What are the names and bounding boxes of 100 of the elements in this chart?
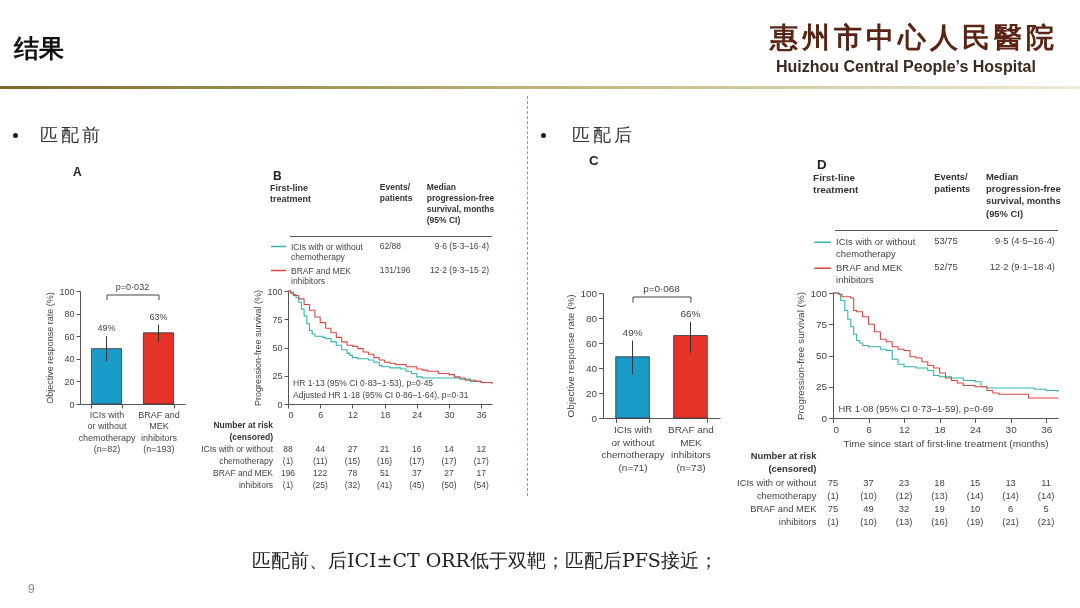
text: inhibitors: [237, 479, 273, 491]
x-tick-label: 0: [288, 409, 294, 420]
x-tick-label: 0: [833, 423, 840, 435]
text: (45): [408, 479, 426, 491]
text: inhibitors: [777, 515, 817, 529]
text: (17): [408, 455, 426, 467]
chart-title: D: [817, 156, 827, 172]
text: 62/88: [379, 240, 402, 252]
y-tick-label: 60: [64, 331, 75, 342]
text: 12·2 (9·3–15·2): [429, 264, 489, 275]
text: (14): [1001, 488, 1020, 503]
text: (16): [376, 455, 394, 467]
text: 19: [933, 502, 946, 516]
text: Median progression-free survival, months (95% CI): [426, 182, 495, 226]
annotation: HR 1·13 (95% CI 0·83–1·53), p=0·45: [293, 377, 434, 389]
text: (17): [472, 455, 490, 467]
annotation: p=0·068: [642, 283, 681, 296]
y-tick-label: 100: [59, 286, 75, 297]
x-tick-label: ICIs with or without chemotherapy (n=82): [78, 409, 137, 454]
data-label: 66%: [680, 307, 701, 319]
text: (21): [1036, 515, 1056, 529]
text: (15): [343, 455, 361, 467]
text: (50): [440, 479, 458, 491]
text: 75: [827, 476, 839, 488]
text: 37: [411, 467, 423, 479]
x-tick-label: ICIs with or without chemotherapy (n=71): [601, 423, 665, 474]
legend-title: First-line treatment: [270, 183, 312, 204]
legend-label: BRAF and MEK inhibitors: [291, 265, 352, 286]
y-tick-label: 20: [586, 387, 598, 399]
text: (25): [311, 479, 329, 491]
x-tick-label: 18: [934, 423, 947, 435]
text: (1): [282, 480, 294, 490]
text: BRAF and MEK: [749, 502, 817, 516]
y-tick-label: 40: [586, 362, 598, 374]
text: (11): [311, 455, 329, 467]
text: 53/75: [934, 235, 958, 248]
text: Median progression-free survival, months (95% CI): [986, 171, 1061, 220]
annotation: Adjusted HR 1·18 (95% CI 0·86–1·64), p=0·31: [293, 389, 469, 401]
text: 14: [443, 443, 455, 455]
x-tick-label: 18: [380, 409, 391, 420]
text: (12): [894, 488, 914, 503]
y-axis-title: Progression-free survival (%): [795, 291, 807, 421]
text: 196: [280, 468, 296, 478]
text: 匹配前: [40, 124, 103, 146]
text: 6: [1007, 502, 1015, 516]
y-tick-label: 100: [810, 287, 828, 299]
text: 78: [346, 467, 359, 479]
text: (21): [1001, 515, 1020, 529]
text: 5: [1042, 502, 1050, 516]
text: 44: [314, 443, 326, 455]
text: Events/ patients: [379, 182, 413, 204]
y-tick-label: 25: [816, 381, 828, 393]
text: 52/75: [934, 261, 958, 274]
chart-title: B: [273, 169, 282, 183]
text: Events/ patients: [934, 171, 971, 196]
text: 匹配后: [572, 124, 635, 146]
y-tick-label: 0: [69, 399, 75, 410]
chart-title: C: [589, 152, 599, 168]
data-label: 49%: [622, 326, 643, 338]
y-axis-title: Objective response rate (%): [565, 294, 577, 418]
legend-title: First-line treatment: [813, 172, 860, 196]
y-tick-label: 60: [586, 337, 598, 349]
text: 18: [933, 475, 946, 489]
x-tick-label: 24: [412, 409, 423, 420]
y-tick-label: 50: [816, 350, 828, 361]
y-axis-title: Progression-free survival (%): [253, 289, 264, 407]
legend-label: ICIs with or without chemotherapy: [836, 236, 916, 259]
text: 结果: [14, 33, 64, 63]
text: (19): [965, 515, 985, 529]
y-tick-label: 100: [580, 287, 598, 299]
text: 122: [312, 467, 329, 479]
text: (54): [472, 479, 490, 491]
text: 75: [827, 503, 839, 515]
x-tick-label: 30: [444, 409, 455, 420]
text: BRAF and MEK: [212, 467, 273, 479]
x-tick-label: 12: [899, 423, 911, 435]
text: 9: [28, 582, 35, 596]
text: (14): [1036, 488, 1056, 503]
text: (1): [827, 516, 839, 528]
text: 惠州市中心人民醫院: [770, 21, 1058, 55]
text: (13): [930, 488, 949, 503]
text: 12·2 (9·1–18·4): [989, 261, 1055, 273]
y-tick-label: 25: [272, 371, 283, 382]
legend-label: BRAF and MEK inhibitors: [836, 262, 904, 285]
text: (13): [894, 515, 914, 529]
y-axis-title: Objective response rate (%): [45, 292, 56, 404]
text: 131/196: [379, 264, 411, 276]
text: 11: [1040, 475, 1052, 489]
x-axis-title: Time since start of first-line treatment (months): [843, 437, 1049, 449]
x-tick-label: BRAF and MEK inhibitors (n=193): [138, 409, 180, 454]
text: ICIs with or without: [201, 444, 273, 454]
text: 27: [443, 467, 455, 479]
text: Huizhou Central People’s Hospital: [776, 58, 1036, 76]
text: (1): [827, 489, 839, 501]
y-tick-label: 80: [64, 309, 75, 320]
text: (1): [282, 456, 294, 466]
text: 16: [411, 443, 423, 455]
data-label: 49%: [97, 323, 116, 334]
text: 15: [968, 475, 982, 489]
text: 27: [346, 443, 359, 455]
